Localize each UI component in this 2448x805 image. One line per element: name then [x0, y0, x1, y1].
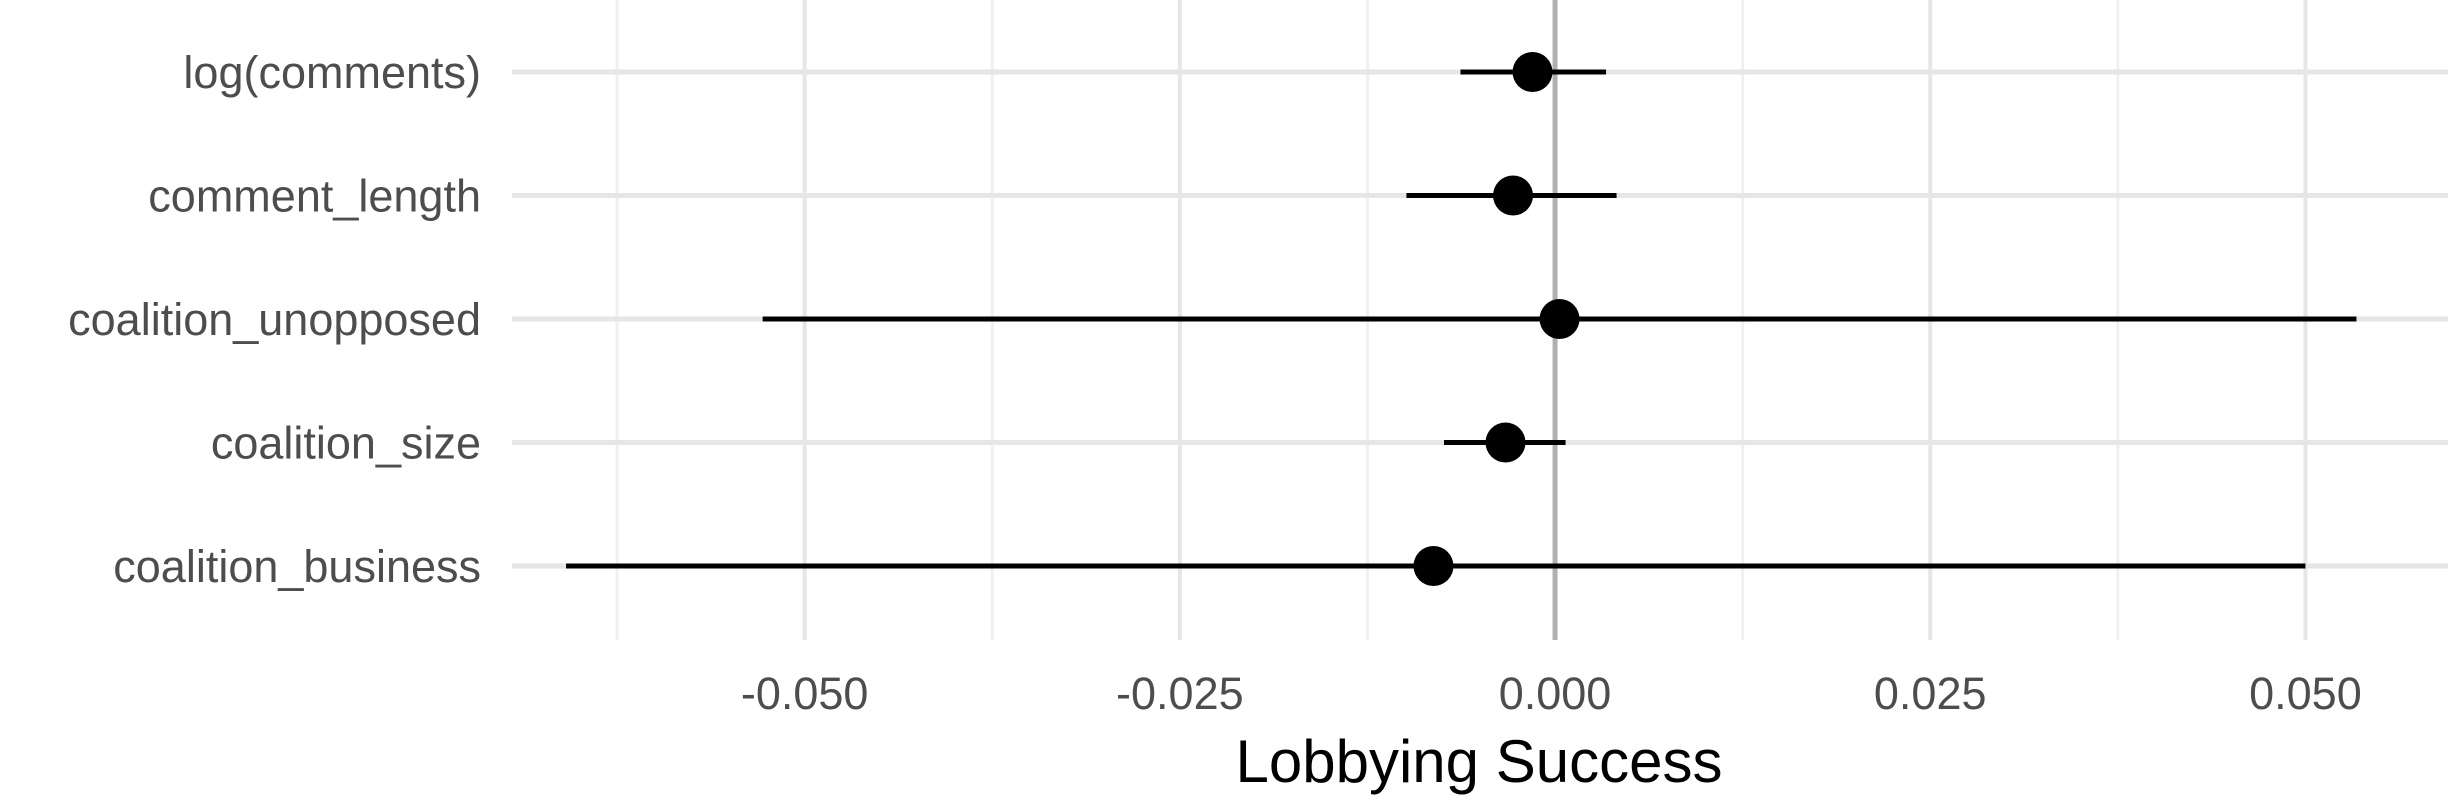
- estimate-point-2: [1539, 299, 1580, 339]
- x-axis-title: Lobbying Success: [1236, 728, 1723, 795]
- category-label-4: coalition_business: [113, 541, 481, 592]
- category-label-1: comment_length: [148, 171, 481, 222]
- category-label-2: coalition_unopposed: [68, 294, 481, 345]
- x-tick-label-3: 0.025: [1874, 668, 1987, 719]
- estimate-point-0: [1512, 52, 1553, 92]
- estimate-point-4: [1413, 546, 1454, 586]
- estimate-point-1: [1493, 175, 1534, 216]
- category-label-0: log(comments): [183, 47, 481, 98]
- estimate-point-3: [1485, 422, 1526, 463]
- marks-layer: [566, 52, 2357, 586]
- labels-layer: log(comments) comment_length coalition_uno…: [68, 47, 2362, 719]
- x-tick-label-4: 0.050: [2249, 668, 2362, 719]
- category-label-3: coalition_size: [211, 418, 481, 469]
- x-tick-label-1: -0.025: [1116, 668, 1244, 719]
- x-tick-label-2: 0.000: [1499, 668, 1612, 719]
- x-tick-label-0: -0.050: [741, 668, 869, 719]
